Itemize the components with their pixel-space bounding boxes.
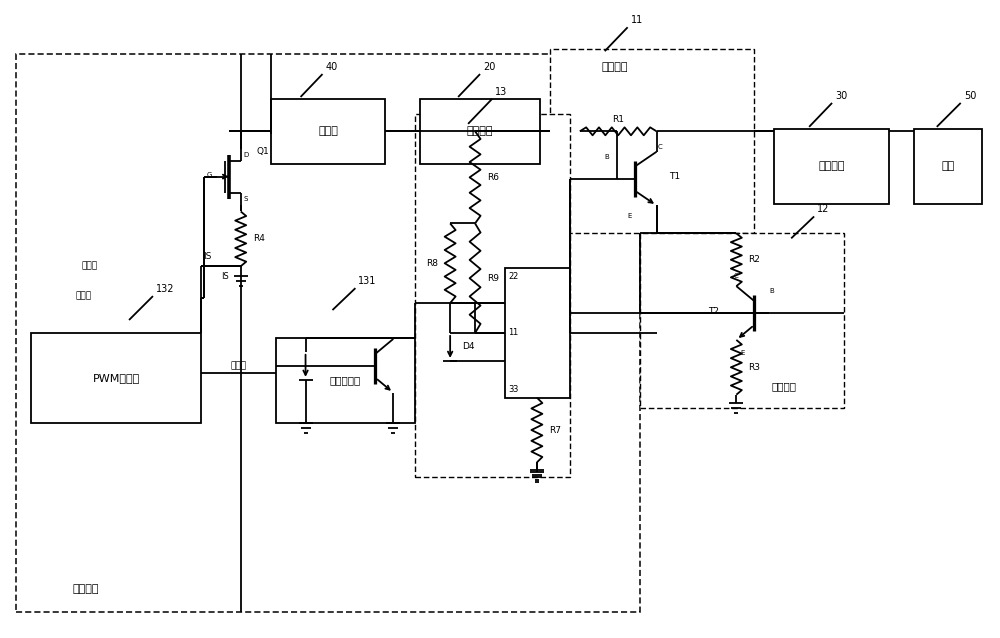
Text: 检测端: 检测端 bbox=[231, 361, 247, 370]
Text: 电压模块: 电压模块 bbox=[467, 126, 493, 137]
Text: 2: 2 bbox=[508, 272, 513, 281]
Text: R4: R4 bbox=[253, 234, 265, 243]
Text: T2: T2 bbox=[708, 306, 719, 316]
Bar bbox=[914, 129, 982, 204]
Text: 变压器: 变压器 bbox=[318, 126, 338, 137]
Text: 3: 3 bbox=[512, 385, 517, 394]
Text: D: D bbox=[243, 152, 248, 158]
Text: E: E bbox=[627, 214, 632, 219]
Text: R2: R2 bbox=[748, 255, 760, 264]
Text: 50: 50 bbox=[964, 91, 976, 101]
Text: D4: D4 bbox=[462, 343, 475, 352]
Text: R3: R3 bbox=[748, 363, 760, 372]
Text: 30: 30 bbox=[835, 91, 847, 101]
Text: R6: R6 bbox=[487, 173, 499, 182]
Bar bbox=[550, 49, 754, 234]
Text: B: B bbox=[770, 288, 775, 294]
Text: 1: 1 bbox=[512, 329, 517, 338]
Text: S: S bbox=[244, 195, 248, 202]
Text: T1: T1 bbox=[670, 172, 681, 181]
Bar bbox=[276, 338, 415, 422]
Text: 检测电路: 检测电路 bbox=[601, 62, 628, 72]
Text: 控制端: 控制端 bbox=[81, 262, 97, 271]
Bar bbox=[31, 333, 201, 422]
Text: Q1: Q1 bbox=[257, 147, 269, 156]
Bar bbox=[640, 234, 844, 408]
Text: R8: R8 bbox=[426, 259, 438, 268]
Text: R9: R9 bbox=[487, 274, 499, 283]
Text: 升压电路: 升压电路 bbox=[818, 161, 845, 171]
Text: 光电耦合器: 光电耦合器 bbox=[330, 375, 361, 385]
Text: IS: IS bbox=[221, 272, 229, 281]
Text: 20: 20 bbox=[483, 62, 495, 72]
Text: 132: 132 bbox=[156, 284, 174, 294]
Text: 触发电路: 触发电路 bbox=[73, 584, 99, 594]
Text: 12: 12 bbox=[817, 204, 829, 214]
Bar bbox=[420, 99, 540, 164]
Text: 1: 1 bbox=[508, 329, 513, 338]
Text: IS: IS bbox=[203, 252, 211, 261]
Text: 131: 131 bbox=[358, 276, 377, 286]
Text: 负载: 负载 bbox=[941, 161, 954, 171]
Bar bbox=[415, 114, 570, 477]
Text: R7: R7 bbox=[549, 426, 561, 434]
Bar bbox=[505, 268, 570, 397]
Bar bbox=[774, 129, 889, 204]
Text: 40: 40 bbox=[325, 62, 338, 72]
Text: PWM控制器: PWM控制器 bbox=[92, 373, 140, 383]
Text: E: E bbox=[740, 350, 745, 356]
Text: R1: R1 bbox=[612, 115, 624, 124]
Text: 2: 2 bbox=[512, 272, 517, 281]
Text: C: C bbox=[657, 144, 662, 150]
Text: 3: 3 bbox=[508, 385, 513, 394]
Text: 11: 11 bbox=[631, 15, 643, 26]
Text: B: B bbox=[604, 154, 609, 160]
Bar bbox=[16, 54, 640, 612]
Text: 控制端: 控制端 bbox=[75, 292, 91, 300]
Text: C: C bbox=[734, 273, 739, 279]
Text: G: G bbox=[207, 172, 212, 177]
Bar bbox=[271, 99, 385, 164]
Text: 分压电路: 分压电路 bbox=[772, 381, 797, 390]
Text: 13: 13 bbox=[495, 87, 507, 97]
